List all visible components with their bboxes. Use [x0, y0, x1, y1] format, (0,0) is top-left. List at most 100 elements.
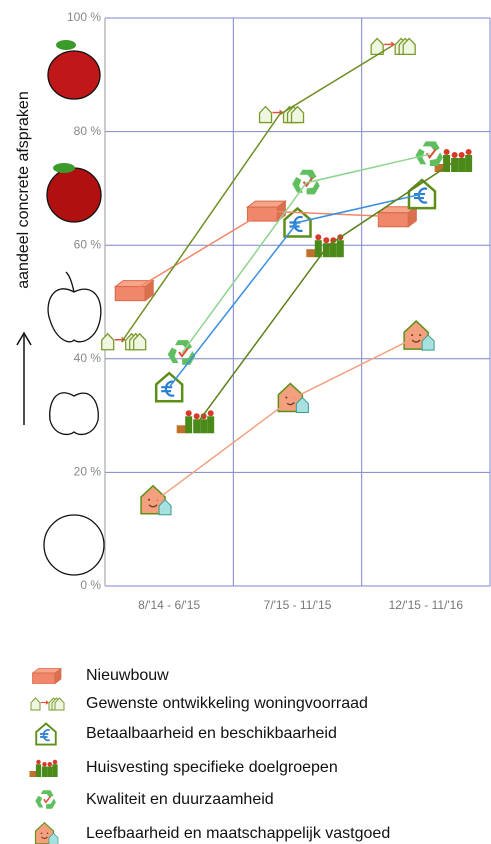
- x-tick-label: 12/'15 - 11/'16: [389, 598, 464, 612]
- icon-part: [29, 771, 37, 777]
- icon-part: [458, 152, 465, 158]
- icon-part: [148, 498, 151, 501]
- legend-icon: [30, 697, 65, 711]
- icon-part: [465, 149, 472, 155]
- icon-part: [161, 380, 175, 397]
- icon-part: [411, 339, 421, 343]
- icon-part: [292, 177, 304, 193]
- x-tick-label: 7/'15 - 11/'15: [264, 598, 332, 612]
- icon-part: [434, 164, 445, 172]
- icon-part: [101, 332, 115, 351]
- y-tick-label: 20 %: [74, 465, 102, 479]
- y-axis-arrow: [16, 331, 32, 425]
- icon-part: [114, 286, 146, 302]
- icon-part: [40, 832, 43, 834]
- icon-part: [306, 249, 317, 258]
- icon-part: [32, 672, 56, 684]
- icon-part: [41, 836, 48, 839]
- icon-part: [41, 766, 48, 777]
- data-marker: [167, 340, 196, 365]
- icon-part: [377, 212, 409, 228]
- y-tick-label: 100 %: [67, 10, 101, 24]
- data-marker: [140, 484, 172, 516]
- icon-part: [133, 332, 147, 351]
- icon-part: [207, 416, 215, 434]
- icon-part: [43, 795, 52, 804]
- icon-part: [47, 766, 53, 777]
- icon-part: [54, 667, 62, 685]
- icon-part: [42, 762, 47, 767]
- legend-label: Nieuwbouw: [86, 667, 169, 684]
- icon-part: [465, 155, 473, 172]
- legend-icon: [29, 759, 58, 777]
- y-tick-label: 60 %: [74, 237, 102, 251]
- series-line: [181, 153, 430, 354]
- icon-part: [36, 759, 41, 765]
- icon-part: [411, 334, 414, 337]
- data-marker: [370, 37, 416, 56]
- icon-part: [290, 105, 305, 124]
- icon-part: [207, 410, 214, 417]
- legend-label: Betaalbaarheid en beschikbaarheid: [86, 725, 337, 742]
- icon-part: [421, 334, 435, 351]
- icon-part: [370, 37, 384, 56]
- data-marker: [434, 149, 473, 172]
- icon-part: [193, 413, 200, 420]
- icon-part: [158, 499, 172, 516]
- icon-part: [299, 169, 317, 180]
- icon-part: [46, 798, 56, 809]
- legend-icon: [31, 667, 63, 685]
- icon-part: [46, 700, 49, 705]
- icon-part: [443, 155, 451, 172]
- data-marker: [306, 234, 344, 258]
- icon-part: [193, 419, 201, 434]
- icon-part: [315, 234, 322, 241]
- icon-part: [258, 105, 273, 124]
- icon-part: [144, 279, 154, 302]
- x-tick-label: 8/'14 - 6/'15: [138, 598, 200, 612]
- series-line: [121, 45, 392, 343]
- series-line: [154, 335, 419, 502]
- data-marker: [101, 332, 147, 351]
- icon-part: [306, 180, 320, 195]
- series-line: [168, 193, 423, 388]
- series-line: [198, 159, 458, 422]
- y-tick-label: 80 %: [74, 124, 102, 138]
- icon-part: [451, 158, 459, 172]
- legend-icon: [35, 790, 56, 809]
- legend-icon: [35, 722, 57, 746]
- icon-part: [175, 340, 192, 351]
- y-axis-label: aandeel concrete afspraken: [15, 91, 32, 288]
- icon-part: [35, 795, 44, 808]
- legend-icon: [34, 821, 59, 844]
- legend-label: Kwaliteit en duurzaamheid: [86, 791, 274, 808]
- icon-part: [52, 759, 58, 765]
- icon-part: [323, 237, 330, 244]
- icon-part: [322, 243, 330, 258]
- data-marker: [258, 105, 305, 124]
- icon-part: [285, 396, 288, 399]
- icon-part: [419, 334, 422, 337]
- legend-label: Leefbaarheid en maatschappelijk vastgoed: [86, 825, 390, 842]
- icon-part: [167, 347, 179, 364]
- icon-part: [391, 41, 396, 48]
- icon-part: [302, 177, 314, 188]
- icon-part: [148, 504, 158, 508]
- y-tick-label: 0 %: [80, 578, 101, 592]
- icon-part: [295, 396, 309, 414]
- data-marker: [403, 320, 435, 351]
- icon-part: [443, 149, 450, 155]
- icon-part: [52, 764, 58, 777]
- icon-part: [336, 240, 344, 258]
- data-marker: [176, 410, 215, 434]
- icon-part: [176, 425, 187, 434]
- icon-part: [429, 152, 443, 167]
- icon-part: [458, 158, 466, 172]
- icon-part: [185, 410, 192, 417]
- icon-part: [48, 832, 59, 844]
- icon-part: [40, 790, 54, 798]
- icon-part: [46, 832, 49, 834]
- data-marker: [415, 141, 443, 167]
- data-marker: [292, 169, 320, 195]
